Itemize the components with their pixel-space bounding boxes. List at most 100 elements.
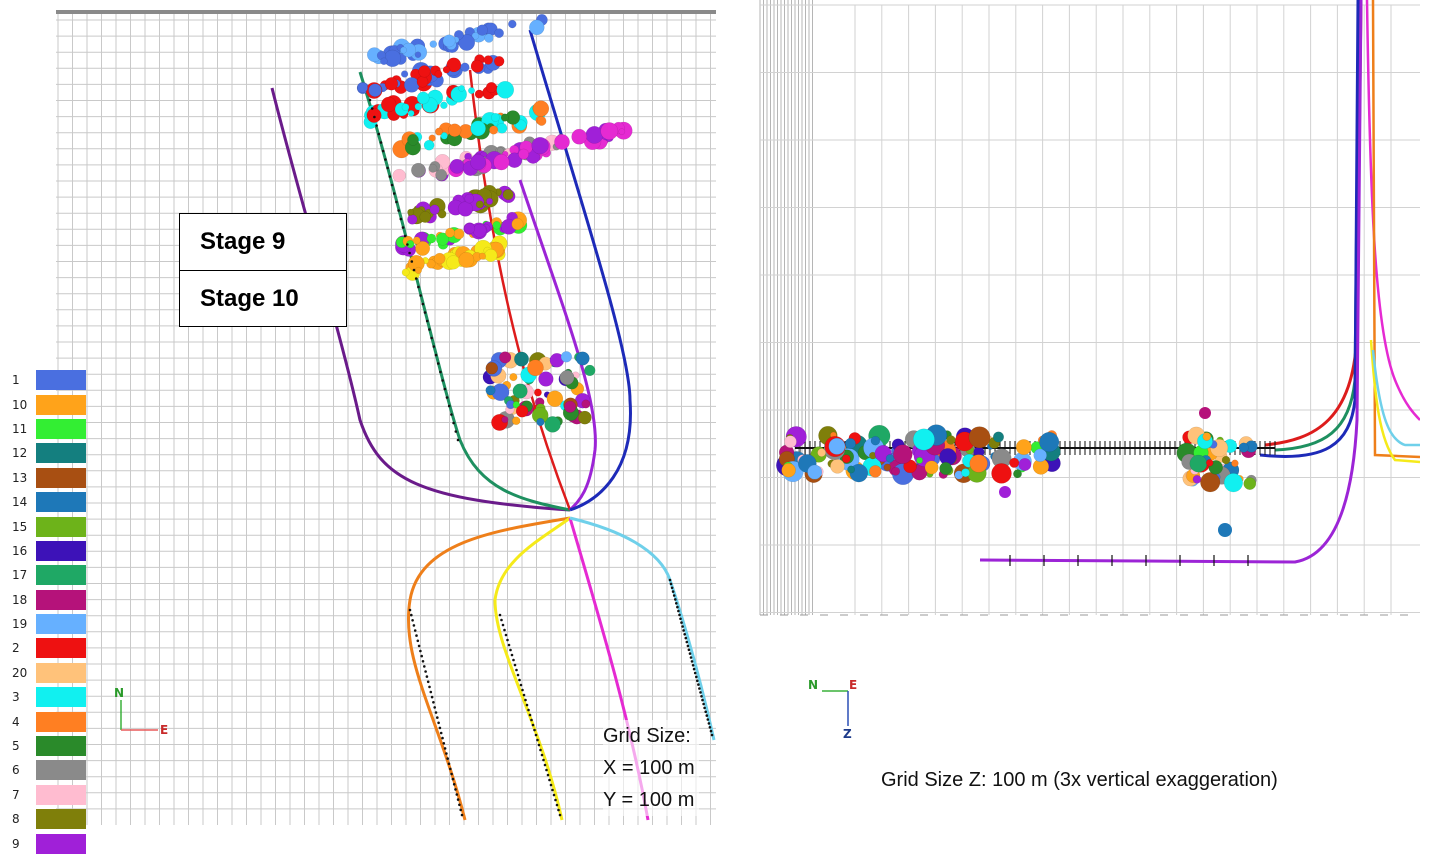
microseismic-event: [1205, 459, 1214, 467]
legend-color-swatch: [36, 418, 86, 439]
well-marker-dot: [406, 243, 409, 246]
well-marker-dot: [504, 633, 508, 637]
well-marker-dot: [709, 729, 713, 733]
microseismic-event: [401, 103, 410, 112]
microseismic-event: [458, 251, 475, 268]
well-marker-dot: [456, 798, 460, 801]
legend-color-swatch: [36, 662, 86, 683]
microseismic-event: [527, 359, 544, 377]
microseismic-event: [484, 33, 494, 43]
microseismic-event: [468, 87, 475, 95]
well-marker-dot: [675, 602, 678, 605]
microseismic-event: [496, 122, 508, 134]
microseismic-event: [484, 248, 498, 262]
well-marker-dot: [452, 783, 456, 786]
legend-item-label: 15: [12, 519, 28, 534]
well-marker-dot: [423, 665, 426, 668]
well-marker-dot: [425, 675, 429, 678]
well-marker-dot: [449, 767, 452, 771]
legend-item: 19: [6, 612, 96, 636]
legend-item: 16: [6, 539, 96, 563]
microseismic-event: [445, 227, 456, 238]
well-path-blue: [528, 29, 632, 512]
microseismic-event: [533, 388, 542, 397]
microseismic-event: [485, 81, 497, 94]
well-marker-dot: [424, 670, 427, 673]
well-marker-dot: [447, 404, 451, 408]
well-marker-dot: [687, 648, 691, 652]
microseismic-event: [912, 428, 935, 451]
microseismic-event: [991, 463, 1012, 484]
microseismic-event: [514, 351, 529, 367]
microseismic-event: [1013, 469, 1022, 479]
well-marker-dot: [678, 613, 681, 617]
legend-item: 20: [6, 661, 96, 685]
well-marker-dot: [669, 582, 673, 586]
well-marker-dot: [693, 671, 697, 675]
microseismic-event: [830, 458, 845, 474]
well-marker-dot: [558, 813, 562, 817]
side-well-orange: [1371, 0, 1420, 459]
well-marker-dot: [682, 629, 685, 632]
well-marker-dot: [392, 192, 396, 195]
well-marker-dot: [432, 345, 436, 348]
microseismic-event: [483, 55, 493, 65]
well-marker-dot: [531, 723, 535, 727]
microseismic-event: [464, 222, 476, 235]
side-well-violet: [979, 0, 1363, 564]
plan-view-events: [356, 14, 714, 817]
well-marker-dot: [388, 175, 392, 178]
well-marker-dot: [525, 703, 529, 707]
well-marker-dot: [697, 683, 700, 686]
microseismic-event: [999, 486, 1011, 498]
legend-color-swatch: [36, 809, 86, 830]
legend-color-swatch: [36, 784, 86, 805]
microseismic-event: [518, 148, 530, 160]
well-path-purple-dark: [270, 87, 571, 512]
microseismic-event: [571, 128, 588, 145]
legend-color-swatch: [36, 516, 86, 537]
microseismic-event: [442, 65, 451, 74]
microseismic-event: [509, 373, 518, 382]
well-marker-dot: [445, 396, 449, 399]
microseismic-event: [968, 426, 991, 449]
microseismic-event: [414, 51, 422, 58]
microseismic-event: [400, 70, 409, 78]
microseismic-event: [508, 19, 517, 29]
microseismic-event: [893, 444, 913, 464]
well-marker-dot: [446, 757, 450, 760]
well-marker-dot: [710, 733, 714, 737]
legend-item: 5: [6, 734, 96, 758]
microseismic-event: [512, 383, 528, 399]
well-marker-dot: [503, 628, 506, 632]
microseismic-event: [446, 255, 461, 270]
well-marker-dot: [428, 685, 431, 689]
legend-color-swatch: [36, 589, 86, 610]
microseismic-event: [447, 123, 462, 137]
legend-color-swatch: [36, 614, 86, 635]
well-marker-dot: [689, 656, 693, 659]
microseismic-event: [493, 154, 510, 171]
well-marker-dot: [672, 594, 676, 597]
well-marker-dot: [399, 217, 403, 221]
well-marker-dot: [450, 413, 453, 416]
well-marker-dot: [441, 736, 444, 740]
well-marker-dot: [510, 653, 514, 657]
well-marker-dot: [395, 200, 398, 204]
well-marker-dot: [421, 660, 425, 663]
microseismic-event: [436, 232, 450, 246]
well-marker-dot: [408, 251, 411, 255]
well-marker-dot: [454, 788, 457, 791]
legend-color-swatch: [36, 833, 86, 854]
legend-item: 13: [6, 466, 96, 490]
microseismic-event: [426, 233, 437, 244]
well-marker-dot: [436, 716, 439, 719]
microseismic-event: [433, 252, 446, 265]
microseismic-event: [529, 19, 545, 36]
microseismic-event: [939, 462, 953, 475]
microseismic-event: [946, 435, 956, 445]
legend-item: 11: [6, 417, 96, 441]
well-marker-dot: [679, 617, 682, 621]
well-marker-dot: [691, 664, 695, 667]
well-marker-dot: [524, 698, 527, 702]
